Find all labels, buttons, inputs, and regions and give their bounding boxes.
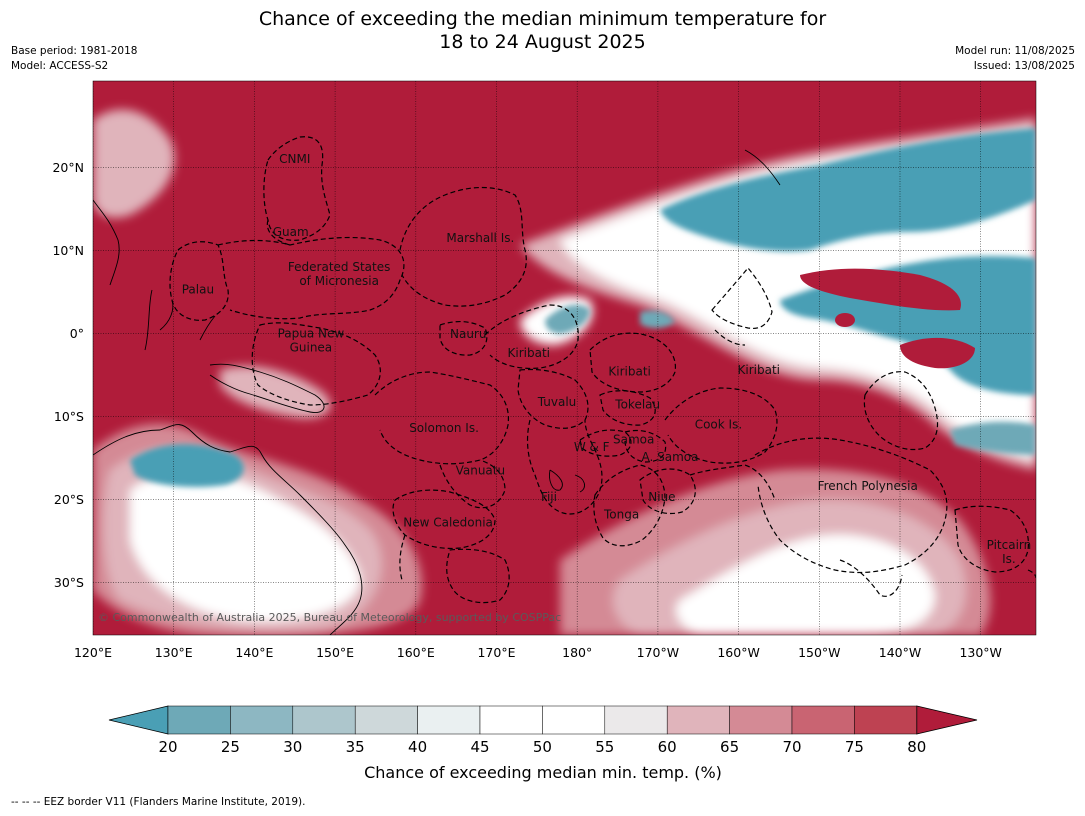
high-probability-pocket — [835, 313, 855, 327]
longitude-tick-label: 140°E — [235, 645, 273, 660]
coastlines — [93, 149, 781, 635]
region-label: Niue — [648, 490, 675, 504]
colorbar-tick-label: 80 — [907, 738, 926, 756]
latitude-tick-label: 30°S — [54, 575, 84, 590]
graticule — [93, 81, 1036, 635]
region-label: Tonga — [603, 507, 639, 521]
longitude-tick-label: 150°W — [798, 645, 840, 660]
colorbar-tick-label: 20 — [158, 738, 177, 756]
latitude-tick-label: 10°N — [52, 243, 84, 258]
longitude-tick-label: 150°E — [316, 645, 354, 660]
latitude-tick-label: 0° — [70, 326, 84, 341]
region-label: Tokelau — [614, 398, 660, 412]
colorbar-segment — [854, 705, 918, 735]
colorbar-tick-label: 60 — [658, 738, 677, 756]
region-label: Tuvalu — [537, 395, 577, 409]
high-probability-pocket — [800, 268, 961, 311]
region-label: Solomon Is. — [409, 421, 479, 435]
region-label: Kiribati — [508, 346, 550, 360]
colorbar-tick-label: 30 — [283, 738, 302, 756]
colorbar-tick-label: 35 — [346, 738, 365, 756]
colorbar-extension-low — [108, 705, 169, 735]
region-label: Is. — [1002, 552, 1016, 566]
colorbar-tick-label: 70 — [782, 738, 801, 756]
region-label: New Caledonia — [403, 516, 493, 530]
region-label: Pitcairn — [987, 538, 1032, 552]
meta-left: Base period: 1981-2018 Model: ACCESS-S2 — [11, 44, 137, 74]
colorbar-segment — [791, 705, 855, 735]
colorbar-segment — [604, 705, 668, 735]
region-label: Guam — [273, 225, 309, 239]
latitude-tick-label: 10°S — [54, 409, 84, 424]
region-label: of Micronesia — [299, 274, 379, 288]
copyright-notice: © Commonwealth of Australia 2025, Bureau… — [98, 611, 561, 624]
region-label: Papua New — [278, 326, 345, 340]
region-label: Nauru — [450, 327, 486, 341]
colorbar-tick-label: 65 — [720, 738, 739, 756]
colorbar-segment — [230, 705, 294, 735]
longitude-tick-label: 170°E — [477, 645, 515, 660]
colorbar-segment — [417, 705, 481, 735]
eez-footnote: -- -- -- EEZ border V11 (Flanders Marine… — [11, 796, 306, 808]
region-label: Kiribati — [608, 365, 650, 379]
region-label: Fiji — [541, 490, 557, 504]
colorbar-tick-label: 55 — [595, 738, 614, 756]
colorbar-tick-label: 45 — [470, 738, 489, 756]
region-label: Palau — [182, 282, 214, 296]
region-label: Kiribati — [738, 363, 780, 377]
latitude-ticks: 20°N 10°N 0° 10°S 20°S 30°S — [52, 160, 84, 590]
colorbar-segment — [354, 705, 418, 735]
model-name: Model: ACCESS-S2 — [11, 60, 109, 72]
longitude-tick-label: 120°E — [74, 645, 112, 660]
region-label: French Polynesia — [818, 479, 918, 493]
region-label: Guinea — [290, 340, 333, 354]
colorbar-label: Chance of exceeding median min. temp. (%… — [364, 763, 722, 782]
region-label: Samoa — [613, 433, 654, 447]
eez-borders — [169, 136, 1036, 604]
longitude-tick-label: 140°W — [879, 645, 921, 660]
issued-date: Issued: 13/08/2025 — [973, 60, 1075, 72]
latitude-tick-label: 20°S — [54, 492, 84, 507]
base-period: Base period: 1981-2018 — [11, 45, 138, 57]
colorbar-tick-label: 50 — [533, 738, 552, 756]
longitude-tick-label: 130°W — [959, 645, 1001, 660]
colorbar-tick-label: 25 — [221, 738, 240, 756]
colorbar-extension-high — [916, 705, 978, 735]
map-frame — [92, 80, 1037, 636]
longitude-ticks: 120°E 130°E 140°E 150°E 160°E 170°E 180° 170°W 1… — [74, 645, 1002, 660]
colorbar-segment — [666, 705, 730, 735]
colorbar-tick-label: 75 — [845, 738, 864, 756]
colorbar-tick-label: 40 — [408, 738, 427, 756]
low-probability-areas — [130, 128, 1036, 487]
colorbar-segment — [542, 705, 606, 735]
longitude-tick-label: 130°E — [155, 645, 193, 660]
region-label: Federated States — [288, 260, 390, 274]
region-label: A. Samoa — [642, 450, 699, 464]
region-label: W & F — [574, 440, 610, 454]
latitude-tick-label: 20°N — [52, 160, 84, 175]
region-label: Vanuatu — [456, 463, 506, 477]
meta-right: Model run: 11/08/2025 Issued: 13/08/2025 — [955, 44, 1075, 74]
region-label: Cook Is. — [695, 418, 742, 432]
title-line-1: Chance of exceeding the median minimum t… — [258, 8, 827, 30]
colorbar-segment — [292, 705, 356, 735]
model-run: Model run: 11/08/2025 — [955, 45, 1075, 57]
longitude-tick-label: 170°W — [637, 645, 679, 660]
colorbar-segment — [167, 705, 231, 735]
region-label: Marshall Is. — [446, 231, 514, 245]
longitude-tick-label: 160°W — [717, 645, 759, 660]
title-line-2: 18 to 24 August 2025 — [439, 31, 646, 53]
high-probability-pocket — [900, 337, 975, 369]
longitude-tick-label: 160°E — [397, 645, 435, 660]
longitude-tick-label: 180° — [562, 645, 592, 660]
colorbar-segment — [729, 705, 793, 735]
colorbar: 20 25 30 35 40 45 50 55 60 65 70 75 80 — [108, 705, 978, 756]
map-title: Chance of exceeding the median minimum t… — [0, 8, 1085, 54]
region-label: CNMI — [279, 152, 310, 166]
colorbar-segment — [479, 705, 543, 735]
